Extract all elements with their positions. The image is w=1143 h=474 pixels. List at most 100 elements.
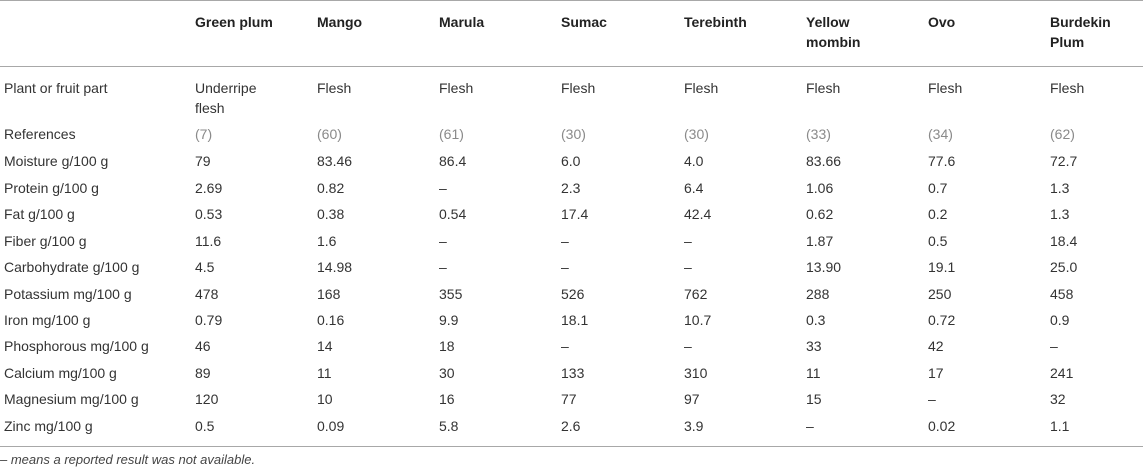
table-cell: 6.0: [561, 153, 581, 169]
table-cell: 3.9: [684, 418, 704, 434]
table-header-rule: [0, 66, 1143, 67]
row-label: Carbohydrate g/100 g: [4, 259, 140, 275]
table-cell: 0.2: [928, 206, 948, 222]
column-header-line: Marula: [439, 14, 485, 30]
table-cell: 77.6: [928, 153, 956, 169]
table-cell: 10.7: [684, 312, 712, 328]
table-cell: –: [928, 391, 936, 407]
reference-cell[interactable]: (60): [317, 126, 342, 142]
table-cell: 42: [928, 338, 944, 354]
table-top-rule: [0, 0, 1143, 1]
table-cell: 0.53: [195, 206, 223, 222]
table-cell: 168: [317, 286, 341, 302]
table-cell: 18: [439, 338, 455, 354]
column-header: Terebinth: [684, 12, 794, 32]
table-cell: 0.38: [317, 206, 345, 222]
reference-cell[interactable]: (61): [439, 126, 464, 142]
row-label: Plant or fruit part: [4, 80, 108, 96]
column-header: Burdekin Plum: [1050, 12, 1143, 52]
reference-cell[interactable]: (30): [561, 126, 586, 142]
column-header-line: mombin: [806, 34, 861, 50]
row-label: Phosphorous mg/100 g: [4, 338, 149, 354]
table-cell: 133: [561, 365, 585, 381]
table-cell: 18.1: [561, 312, 589, 328]
table-cell: 241: [1050, 365, 1074, 381]
table-cell: Flesh: [1050, 80, 1085, 96]
table-cell: 250: [928, 286, 952, 302]
reference-cell[interactable]: (30): [684, 126, 709, 142]
column-header: Green plum: [195, 12, 305, 32]
column-header: Marula: [439, 12, 549, 32]
table-cell: 0.82: [317, 180, 345, 196]
table-cell: 30: [439, 365, 455, 381]
table-cell: 1.6: [317, 233, 337, 249]
reference-cell[interactable]: (7): [195, 126, 213, 142]
table-cell: 120: [195, 391, 219, 407]
table-cell: 46: [195, 338, 211, 354]
table-cell: Flesh: [806, 80, 841, 96]
table-cell: 0.72: [928, 312, 956, 328]
table-cell: 288: [806, 286, 830, 302]
reference-cell[interactable]: (33): [806, 126, 831, 142]
table-cell: –: [684, 259, 692, 275]
table-cell: 32: [1050, 391, 1066, 407]
table-cell: –: [439, 233, 447, 249]
table-cell: 2.69: [195, 180, 223, 196]
table-bottom-rule: [0, 446, 1143, 447]
table-cell: Flesh: [561, 80, 596, 96]
table-cell: 2.6: [561, 418, 581, 434]
table-cell: 1.06: [806, 180, 834, 196]
column-header-line: Mango: [317, 14, 363, 30]
table-cell: –: [561, 338, 569, 354]
reference-cell[interactable]: (62): [1050, 126, 1075, 142]
table-cell: 0.16: [317, 312, 345, 328]
table-footnote: – means a reported result was not availa…: [0, 452, 256, 467]
table-cell: 0.62: [806, 206, 834, 222]
table-cell: 0.54: [439, 206, 467, 222]
table-cell: 25.0: [1050, 259, 1078, 275]
row-label: Moisture g/100 g: [4, 153, 109, 169]
table-cell: Flesh: [684, 80, 719, 96]
table-cell: –: [806, 418, 814, 434]
table-cell: 11.6: [195, 233, 222, 249]
row-label: Fat g/100 g: [4, 206, 75, 222]
table-cell: 0.5: [928, 233, 948, 249]
table-cell: 89: [195, 365, 211, 381]
table-cell: 14: [317, 338, 333, 354]
table-cell: 77: [561, 391, 577, 407]
table-cell: 0.3: [806, 312, 826, 328]
table-cell: 86.4: [439, 153, 467, 169]
table-cell: 0.9: [1050, 312, 1070, 328]
column-header-line: Terebinth: [684, 14, 747, 30]
table-cell: 0.79: [195, 312, 223, 328]
row-label: Zinc mg/100 g: [4, 418, 93, 434]
column-header-line: Ovo: [928, 14, 956, 30]
table-cell: 72.7: [1050, 153, 1078, 169]
table-cell: 83.46: [317, 153, 353, 169]
table-cell: 1.87: [806, 233, 834, 249]
column-header: Ovo: [928, 12, 1038, 32]
table-cell: 1.1: [1050, 418, 1070, 434]
table-cell: Underripe flesh: [195, 80, 257, 116]
table-cell: 762: [684, 286, 708, 302]
reference-cell[interactable]: (34): [928, 126, 953, 142]
column-header-line: Sumac: [561, 14, 607, 30]
table-cell: Flesh: [928, 80, 963, 96]
table-cell: 19.1: [928, 259, 956, 275]
column-header-line: Plum: [1050, 34, 1085, 50]
table-cell: 18.4: [1050, 233, 1078, 249]
table-cell: 97: [684, 391, 700, 407]
table-cell: –: [1050, 338, 1058, 354]
table-cell: 0.7: [928, 180, 948, 196]
table-cell: 355: [439, 286, 463, 302]
table-cell: 13.90: [806, 259, 842, 275]
row-label: Protein g/100 g: [4, 180, 99, 196]
table-cell: –: [561, 259, 569, 275]
table-cell: 4.0: [684, 153, 704, 169]
table-cell: 79: [195, 153, 211, 169]
table-cell: 1.3: [1050, 206, 1070, 222]
table-cell: 17.4: [561, 206, 589, 222]
row-label: Iron mg/100 g: [4, 312, 91, 328]
column-header-line: Burdekin: [1050, 14, 1111, 30]
row-label: Fiber g/100 g: [4, 233, 87, 249]
